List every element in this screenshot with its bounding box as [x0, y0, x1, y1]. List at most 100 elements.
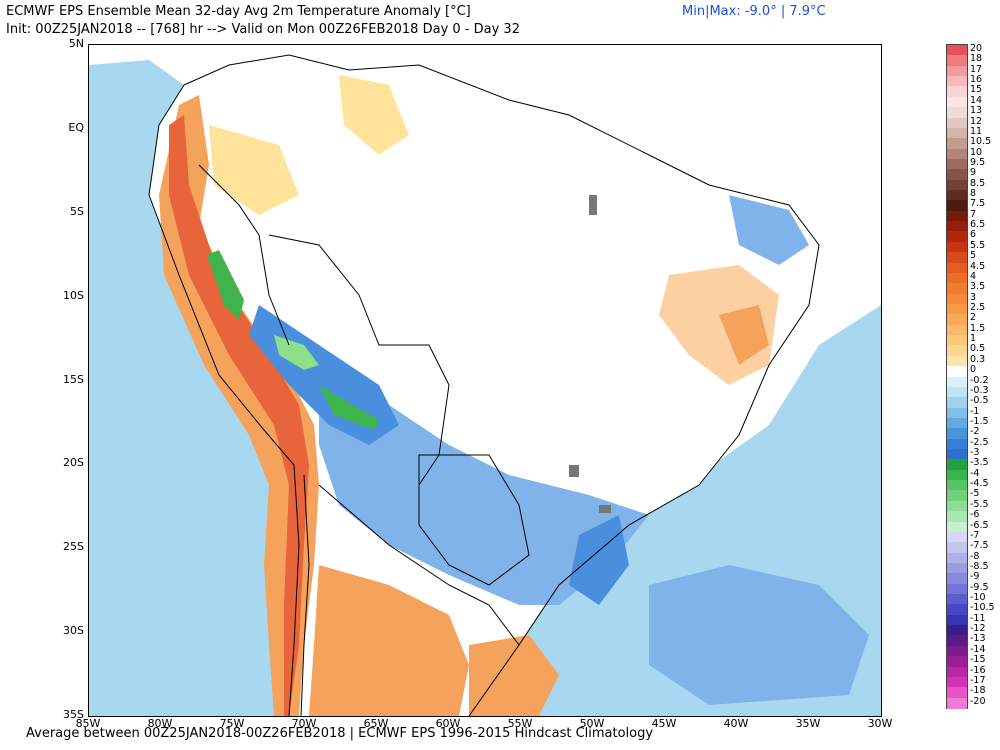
central-blue-region — [319, 375, 649, 605]
colorbar-swatch — [947, 355, 967, 367]
colorbar-swatch — [947, 459, 967, 471]
colorbar-swatch — [947, 283, 967, 295]
colorbar-swatch — [947, 625, 967, 636]
colorbar-label: 3 — [970, 291, 977, 303]
lat-label-5s: 5S — [70, 204, 84, 218]
colorbar-label: 9 — [970, 167, 977, 179]
colorbar-swatch — [947, 531, 967, 543]
colorbar-swatch — [947, 221, 967, 232]
colorbar-swatch — [947, 562, 967, 574]
colorbar-label: -18 — [970, 685, 986, 697]
lon-label-70w: 70W — [291, 717, 317, 730]
colorbar-label: 7 — [970, 208, 977, 220]
colorbar-swatch — [947, 45, 967, 56]
colorbar-label: 16 — [970, 74, 983, 86]
colorbar-label: -5.5 — [970, 498, 989, 510]
border-peru-brazil — [198, 164, 290, 346]
colorbar-label: 13 — [970, 105, 983, 117]
colorbar-swatch — [947, 635, 967, 647]
ocean-anomaly-layer — [89, 60, 881, 716]
colorbar-swatch — [947, 231, 967, 243]
colorbar-label: 8.5 — [970, 177, 986, 189]
continent-neutral-area — [149, 55, 819, 716]
colorbar-label: -3.5 — [970, 457, 989, 469]
colorbar-label: -0.2 — [970, 374, 989, 386]
colorbar-swatch — [947, 262, 967, 274]
colorbar-label: -6.5 — [970, 519, 989, 531]
colorbar-swatch — [947, 55, 967, 67]
colorbar-swatch — [947, 335, 967, 346]
lon-label-85w: 85W — [75, 717, 101, 730]
colorbar-swatch — [947, 480, 967, 491]
gray-mark-3 — [599, 505, 611, 513]
colorbar-label: 3.5 — [970, 281, 986, 293]
gray-mark-2 — [569, 465, 579, 477]
colorbar-label: -0.3 — [970, 384, 989, 396]
colorbar-label: -20 — [970, 695, 986, 707]
lon-label-50w: 50W — [579, 717, 605, 730]
colorbar-swatch — [947, 127, 967, 139]
colorbar-swatch — [947, 490, 967, 502]
pacific-light-blue-region — [89, 60, 294, 716]
colorbar-swatch — [947, 407, 967, 419]
colorbar-swatch — [947, 107, 967, 119]
climatology-footer: Average between 00Z25JAN2018-00Z26FEB201… — [26, 726, 654, 741]
colorbar-swatch — [947, 552, 967, 564]
colorbar-label: 6 — [970, 229, 977, 241]
colorbar-label: -0.5 — [970, 395, 989, 407]
colorbar-swatch — [947, 614, 967, 626]
green-anomaly-strip-2 — [274, 335, 319, 370]
colorbar-label: -9.5 — [970, 581, 989, 593]
colorbar-swatch — [947, 210, 967, 222]
colorbar-label: -11 — [970, 612, 986, 624]
colorbar-swatch — [947, 583, 967, 595]
colorbar-label: -2 — [970, 426, 980, 438]
amazon-yellow-patch — [209, 125, 299, 215]
colorbar-swatch — [947, 687, 967, 699]
colorbar-label: 5.5 — [970, 239, 986, 251]
colorbar-swatch — [947, 697, 967, 709]
colorbar-label: 4.5 — [970, 260, 986, 272]
colorbar-label: -2.5 — [970, 436, 989, 448]
lon-label-35w: 35W — [795, 717, 821, 730]
lon-label-75w: 75W — [219, 717, 245, 730]
colorbar-label: 10.5 — [970, 136, 992, 148]
colorbar-label: 18 — [970, 53, 983, 65]
coastline-west — [148, 84, 300, 716]
colorbar-swatch — [947, 666, 967, 678]
border-brazil-bolivia — [268, 234, 450, 486]
colorbar-swatch — [947, 511, 967, 523]
lat-label-20s: 20S — [63, 456, 84, 470]
border-chile-argentina — [300, 474, 310, 716]
lon-label-55w: 55W — [507, 717, 533, 730]
colorbar-label: 17 — [970, 63, 983, 75]
colorbar-label: -5 — [970, 488, 980, 500]
colorbar-swatch — [947, 179, 967, 191]
southern-warm-region — [309, 565, 469, 716]
colorbar-swatch — [947, 645, 967, 657]
init-info: Init: 00Z25JAN2018 -- [768] hr --> Valid… — [6, 22, 520, 37]
colorbar-swatch — [947, 604, 967, 616]
map-title: ECMWF EPS Ensemble Mean 32-day Avg 2m Te… — [6, 4, 471, 19]
colorbar-swatch — [947, 293, 967, 305]
map-canvas — [89, 54, 881, 716]
country-borders — [148, 54, 820, 716]
colorbar-label: -7.5 — [970, 540, 989, 552]
colorbar-swatch — [947, 521, 967, 533]
colorbar-swatch — [947, 76, 967, 87]
colorbar-label: 1.5 — [970, 322, 986, 334]
uruguay-warm-patch — [469, 635, 559, 716]
colorbar-label: 1 — [970, 333, 977, 345]
colorbar-label: -16 — [970, 664, 986, 676]
south-atlantic-blue-region — [649, 565, 869, 705]
colorbar-label: 7.5 — [970, 198, 986, 210]
colorbar-label: 0.3 — [970, 353, 986, 365]
gray-mark-1 — [589, 195, 597, 215]
colorbar-label: -8 — [970, 550, 980, 562]
colorbar-label: 10 — [970, 146, 983, 158]
lon-label-65w: 65W — [363, 717, 389, 730]
lat-label-10s: 10S — [63, 288, 84, 302]
colorbar-swatch — [947, 272, 967, 284]
colorbar-swatch — [947, 314, 967, 326]
colorbar-swatch — [947, 190, 967, 201]
